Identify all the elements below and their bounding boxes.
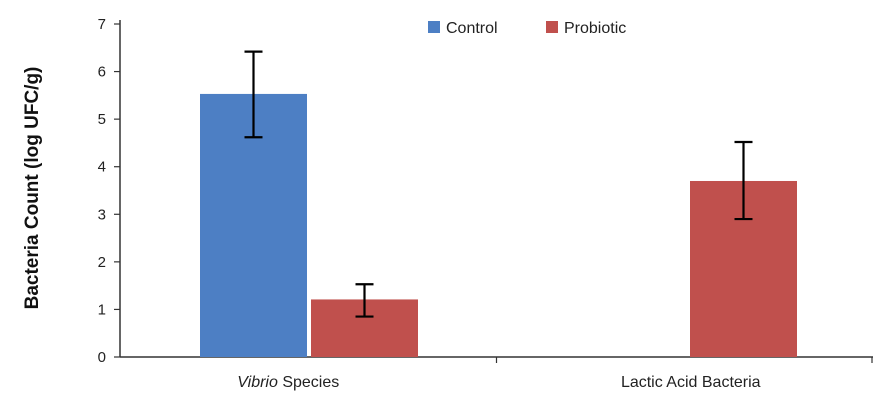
legend: Control Probiotic (428, 20, 626, 37)
legend-label-control: Control (446, 20, 498, 37)
y-tick-label: 4 (98, 159, 106, 176)
y-tick-label: 0 (98, 349, 106, 366)
x-category-label: Vibrio Species (237, 374, 339, 391)
labels-group: 0 1 2 3 4 5 6 7 Vibrio Species Lactic Acid Bacter… (98, 16, 761, 391)
y-tick-label: 2 (98, 254, 106, 271)
y-axis-title: Bacteria Count (log UFC/g) (22, 67, 43, 310)
error-bars-group (244, 50, 753, 318)
x-category-label: Lactic Acid Bacteria (621, 374, 761, 391)
y-tick-label: 7 (98, 16, 106, 33)
legend-label-probiotic: Probiotic (564, 20, 626, 37)
y-tick-label: 3 (98, 206, 106, 223)
legend-swatch-probiotic (546, 21, 558, 33)
bars-group (200, 93, 797, 358)
y-tick-label: 6 (98, 64, 106, 81)
y-tick-label: 1 (98, 301, 106, 318)
y-tick-label: 5 (98, 111, 106, 128)
legend-swatch-control (428, 21, 440, 33)
